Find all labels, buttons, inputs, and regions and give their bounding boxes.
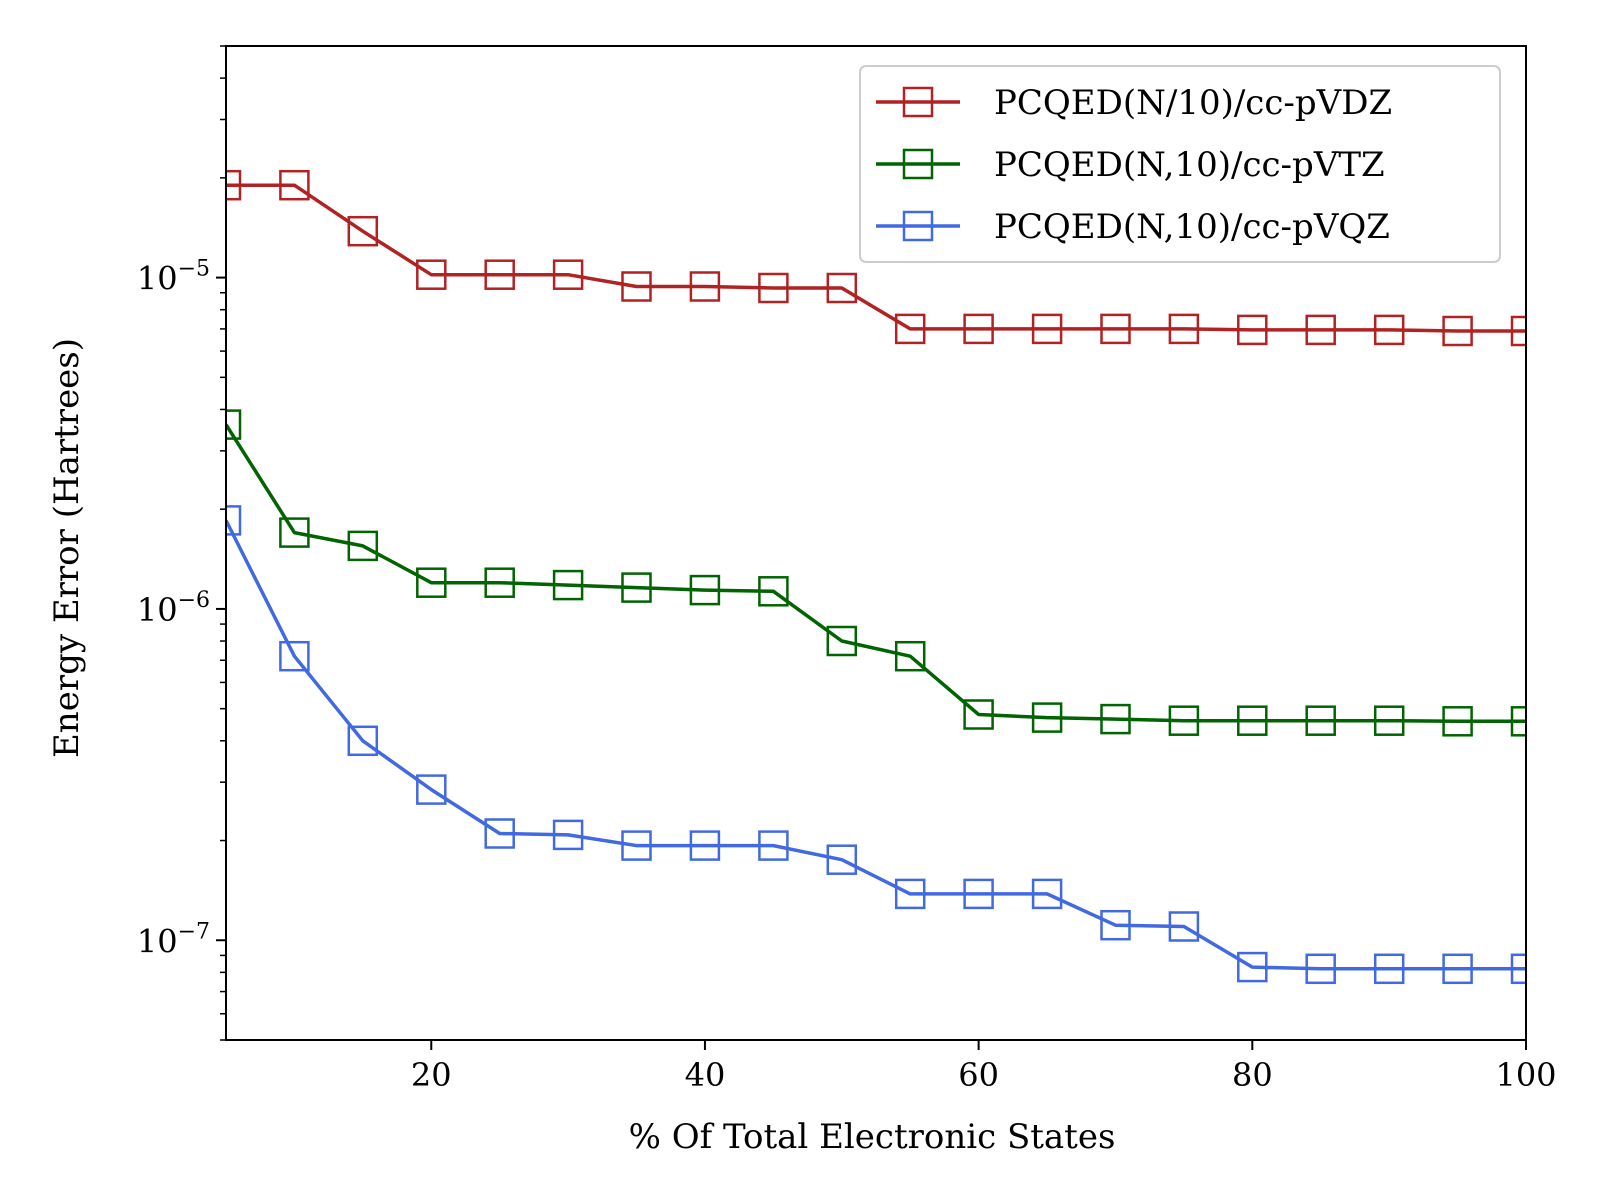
data-point xyxy=(689,830,721,861)
legend-box xyxy=(859,65,1501,263)
data-point xyxy=(826,272,858,304)
series-line-1 xyxy=(226,183,1526,333)
data-point xyxy=(1510,953,1526,985)
data-point xyxy=(894,640,926,672)
series-line-3 xyxy=(226,519,1526,971)
data-point xyxy=(279,169,310,201)
data-point xyxy=(1031,702,1063,733)
axes-layer: 20 40 60 80 100 10−5 10−6 10−7 xyxy=(137,45,1557,1094)
x-tick-label: 40 xyxy=(685,1056,726,1094)
legend-label: PCQED(N,10)/cc-pVTZ xyxy=(994,145,1385,185)
data-point xyxy=(1305,705,1336,736)
series-2 xyxy=(226,409,1526,737)
data-point xyxy=(1100,703,1131,735)
data-point xyxy=(1305,314,1336,346)
y-tick-label: 10−7 xyxy=(137,919,210,960)
x-tick-label: 100 xyxy=(1495,1056,1556,1094)
data-point xyxy=(347,215,379,247)
x-tick-label: 20 xyxy=(411,1056,452,1094)
legend: PCQED(N/10)/cc-pVDZ PCQED(N,10)/cc-pVTZ PC… xyxy=(859,65,1501,263)
data-point xyxy=(1237,705,1268,736)
data-point xyxy=(484,818,515,849)
data-point xyxy=(894,878,926,910)
series-3 xyxy=(226,505,1526,985)
x-tick-label: 60 xyxy=(958,1056,999,1094)
data-point xyxy=(1510,706,1526,737)
data-point xyxy=(484,567,515,598)
y-axis-title: Energy Error (Hartrees) xyxy=(47,338,87,758)
data-point xyxy=(689,271,721,302)
data-point xyxy=(1168,313,1200,345)
data-point xyxy=(963,313,994,345)
data-point xyxy=(226,505,242,536)
data-point xyxy=(1100,313,1131,345)
legend-marker xyxy=(902,210,934,242)
data-point xyxy=(1442,315,1473,347)
y-tick-label: 10−6 xyxy=(137,588,210,629)
data-point xyxy=(1510,315,1526,347)
data-point xyxy=(1237,314,1268,346)
data-point xyxy=(894,313,926,345)
data-point xyxy=(279,517,310,548)
data-point xyxy=(621,830,652,861)
data-point xyxy=(963,878,994,910)
y-tick-label: 10−5 xyxy=(137,257,210,298)
data-point xyxy=(826,625,858,657)
data-point xyxy=(347,530,379,562)
data-point xyxy=(226,409,242,440)
data-point xyxy=(1100,909,1131,941)
data-point xyxy=(552,569,584,601)
data-point xyxy=(1442,706,1473,737)
legend-label: PCQED(N/10)/cc-pVDZ xyxy=(994,83,1392,123)
data-point xyxy=(1305,953,1336,985)
data-point xyxy=(1168,911,1200,942)
legend-marker xyxy=(902,86,934,118)
data-point xyxy=(484,259,515,290)
x-axis-title: % Of Total Electronic States xyxy=(629,1117,1116,1157)
data-point xyxy=(1373,953,1405,985)
data-point xyxy=(1168,705,1200,736)
data-point xyxy=(552,819,584,851)
data-point xyxy=(758,830,789,861)
data-point xyxy=(826,844,858,875)
x-tick-label: 80 xyxy=(1232,1056,1273,1094)
data-point xyxy=(1031,313,1063,345)
legend-marker xyxy=(902,148,934,180)
data-point xyxy=(758,272,789,304)
data-point xyxy=(1442,953,1473,985)
data-point xyxy=(347,725,379,757)
series-layer xyxy=(226,169,1526,985)
data-point xyxy=(416,259,447,290)
data-point xyxy=(1237,951,1268,983)
data-point xyxy=(416,774,447,805)
data-point xyxy=(226,169,242,201)
data-point xyxy=(621,271,652,302)
data-point xyxy=(621,572,652,603)
data-point xyxy=(963,699,994,730)
series-line-2 xyxy=(226,423,1526,724)
legend-label: PCQED(N,10)/cc-pVQZ xyxy=(994,207,1390,247)
data-point xyxy=(689,574,721,606)
data-point xyxy=(552,259,584,290)
data-point xyxy=(279,640,310,672)
data-point xyxy=(1373,705,1405,736)
data-point xyxy=(1031,878,1063,910)
data-point xyxy=(1373,314,1405,346)
data-point xyxy=(416,567,447,598)
series-1 xyxy=(226,169,1526,347)
plot-frame xyxy=(225,45,1527,1041)
data-point xyxy=(758,576,789,607)
